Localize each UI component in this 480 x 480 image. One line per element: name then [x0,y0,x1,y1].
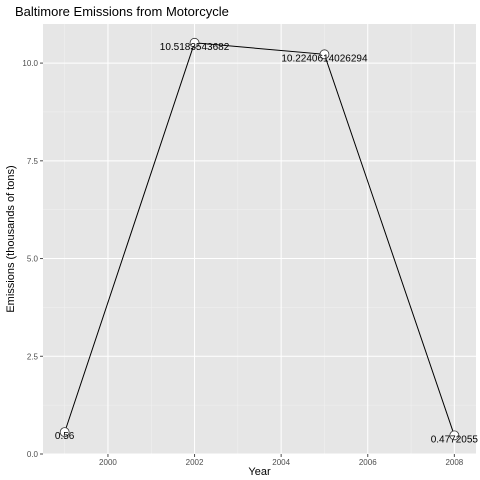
x-tick-label: 2002 [186,458,204,467]
y-tick-label: 7.5 [27,157,39,166]
x-axis-title: Year [248,466,271,478]
y-tick-label: 10.0 [22,59,38,68]
data-label: 10.5183543682 [160,42,230,53]
series-line [64,42,455,436]
data-point [319,49,330,60]
series-emissions: 0.56 10.5183543682 10.2240614026294 0.47720… [55,37,479,445]
data-point [189,37,200,48]
grid-lines [43,24,476,455]
data-label: 10.2240614026294 [281,53,368,64]
data-point [449,430,460,441]
plot-panel [43,24,476,454]
data-label: 0.4772055 [431,434,479,445]
data-point [59,427,70,438]
y-tick-label: 2.5 [27,352,39,361]
x-tick-label: 2006 [359,458,377,467]
data-label: 0.56 [55,431,75,442]
y-tick-label: 5.0 [27,255,39,264]
x-tick-label: 2008 [445,458,463,467]
chart-title: Baltimore Emissions from Motorcycle [15,4,229,19]
y-tick-label: 0.0 [27,450,39,459]
axes: 0.0 2.5 5.0 7.5 10.0 2000 2002 2004 2006 2008 [22,59,463,467]
x-tick-label: 2004 [272,458,290,467]
x-tick-label: 2000 [99,458,117,467]
y-axis-title: Emissions (thousands of tons) [5,165,17,312]
